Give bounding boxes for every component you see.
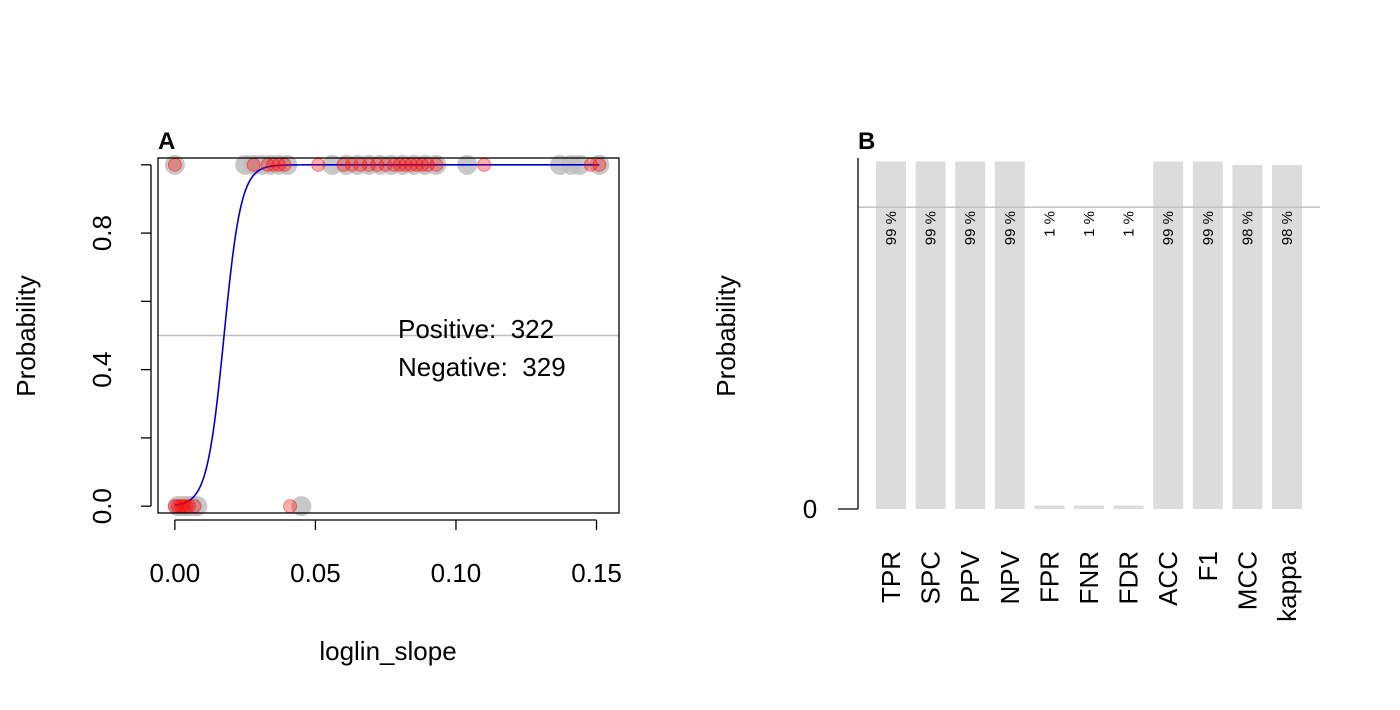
panel-label-b: B: [858, 128, 875, 155]
category-label: FDR: [1114, 551, 1144, 604]
y-tick-label: 0: [803, 494, 817, 524]
x-tick-label: 0.10: [431, 558, 482, 588]
predicted-point: [477, 157, 492, 172]
y-axis-label: Probability: [11, 275, 41, 396]
predicted-point: [277, 157, 292, 172]
panel-label-a: A: [158, 128, 175, 155]
metric-bar: [1272, 165, 1302, 509]
x-tick-label: 0.15: [571, 558, 622, 588]
metric-bar: [915, 161, 946, 509]
logistic-fit-curve: [174, 164, 600, 506]
bar-value-label: 1 %: [1121, 211, 1138, 237]
predicted-points: [167, 157, 607, 514]
metric-bar: [1074, 505, 1104, 509]
annotation-positive: Positive: 322: [398, 314, 554, 344]
predicted-point: [283, 499, 298, 514]
panel-b-bar: 99 % 99 % 99 % 99 % 1 % 1 % 1 % 99 % 99 % 98 % 98 …: [711, 128, 1320, 622]
bar-value-label: 99 %: [962, 211, 979, 245]
category-label: TPR: [876, 551, 906, 603]
predicted-point: [429, 157, 444, 172]
predicted-point: [167, 157, 182, 172]
metric-bar: [1232, 165, 1263, 509]
panel-a-scatter: 0.00 0.05 0.10 0.15 0.0 0.4 0.8 A loglin_slop…: [11, 128, 622, 666]
y-tick-label: 0.4: [87, 352, 117, 388]
category-label: SPC: [916, 551, 946, 604]
annotation-negative: Negative: 329: [398, 352, 566, 382]
category-label: PPV: [955, 550, 985, 603]
metric-bar: [1034, 505, 1065, 509]
metric-bar: [876, 161, 906, 509]
observed-point: [187, 496, 208, 517]
x-axis-label: loglin_slope: [319, 636, 456, 666]
metric-bar: [955, 161, 986, 509]
metric-bar: [994, 161, 1025, 509]
category-label: kappa: [1272, 550, 1302, 621]
category-label: NPV: [995, 550, 1025, 604]
metric-bar: [1153, 161, 1184, 509]
predicted-point: [246, 157, 261, 172]
observed-point: [589, 154, 610, 175]
bar-value-label: 1 %: [1041, 211, 1058, 237]
category-label: FNR: [1074, 551, 1104, 604]
bar-value-label: 98 %: [1279, 211, 1296, 245]
category-label: F1: [1193, 551, 1223, 581]
y-axis: 0.0 0.4 0.8: [87, 164, 152, 524]
category-labels: TPR SPC PPV NPV FPR FNR FDR ACC F1 MCC kappa: [876, 550, 1302, 621]
category-label: FPR: [1034, 551, 1064, 603]
bar-value-label: 99 %: [923, 211, 940, 245]
bar-value-label: 98 %: [1239, 211, 1256, 245]
observed-point: [291, 496, 312, 517]
category-label: MCC: [1232, 551, 1262, 610]
predicted-point: [187, 499, 202, 514]
x-tick-label: 0.00: [150, 558, 201, 588]
bar-value-label: 1 %: [1081, 211, 1098, 237]
metric-bars: 99 % 99 % 99 % 99 % 1 % 1 % 1 % 99 % 99 % 98 % 98 …: [876, 161, 1302, 509]
observed-point: [164, 154, 185, 175]
x-axis: 0.00 0.05 0.10 0.15: [150, 519, 622, 588]
x-tick-label: 0.05: [290, 558, 341, 588]
metric-bar: [1192, 161, 1223, 509]
predicted-point: [592, 157, 607, 172]
y-axis: 0: [803, 158, 859, 524]
bar-value-label: 99 %: [1200, 211, 1217, 245]
y-tick-label: 0.0: [87, 488, 117, 524]
y-axis-label: Probability: [711, 275, 741, 396]
bar-value-label: 99 %: [883, 211, 900, 245]
fit-curve: [174, 164, 600, 506]
plot-frame: [157, 157, 620, 514]
bar-value-label: 99 %: [1002, 211, 1019, 245]
y-tick-label: 0.8: [87, 215, 117, 251]
category-label: ACC: [1153, 551, 1183, 606]
metric-bar: [1113, 505, 1144, 509]
bar-value-label: 99 %: [1160, 211, 1177, 245]
predicted-point: [311, 157, 326, 172]
